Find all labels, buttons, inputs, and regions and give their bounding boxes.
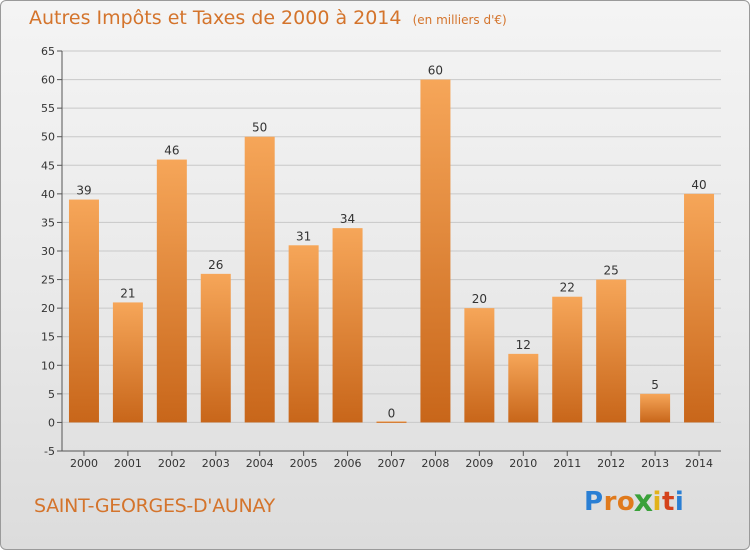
data-label: 60 — [428, 64, 443, 78]
y-tick-label: 30 — [41, 245, 55, 258]
logo-letter: o — [616, 487, 636, 517]
y-tick-label: 0 — [48, 416, 55, 429]
y-tick-label: 55 — [41, 102, 55, 115]
data-label: 46 — [164, 144, 179, 158]
data-labels: 39 21 46 26 50 31 34 0 60 20 12 22 25 5 40 — [76, 64, 706, 421]
y-tick-label: 50 — [41, 131, 55, 144]
x-tick-label: 2001 — [114, 457, 142, 470]
bar — [684, 193, 715, 423]
bar — [376, 421, 407, 423]
chart-unit: (en milliers d'€) — [412, 13, 507, 27]
x-tick-label: 2013 — [641, 457, 669, 470]
bar — [156, 159, 187, 423]
data-label: 21 — [120, 286, 135, 300]
bar — [244, 136, 275, 423]
logo-letter: r — [603, 487, 617, 517]
chart-header: Autres Impôts et Taxes de 2000 à 2014 (e… — [29, 7, 507, 29]
y-tick-label: 60 — [41, 74, 55, 87]
y-tick-label: 15 — [41, 331, 55, 344]
bar — [420, 79, 451, 423]
x-tick-label: 2008 — [421, 457, 449, 470]
bar — [288, 245, 319, 423]
bar — [464, 308, 495, 423]
y-tick-label: 65 — [41, 45, 55, 58]
data-label: 40 — [691, 178, 706, 192]
x-tick-label: 2003 — [202, 457, 230, 470]
y-tick-label: 20 — [41, 302, 55, 315]
bar — [596, 279, 627, 423]
data-label: 12 — [516, 338, 531, 352]
data-label: 0 — [388, 406, 396, 420]
x-tick-label: 2012 — [597, 457, 625, 470]
data-label: 34 — [340, 212, 355, 226]
data-label: 5 — [651, 378, 659, 392]
y-tick-label: -5 — [44, 445, 55, 458]
data-label: 39 — [76, 184, 91, 198]
x-tick-label: 2005 — [290, 457, 318, 470]
chart-title: Autres Impôts et Taxes de 2000 à 2014 — [29, 7, 402, 29]
logo-letter: P — [584, 487, 604, 517]
logo-letter: x — [633, 484, 654, 520]
data-label: 26 — [208, 258, 223, 272]
x-tick-label: 2010 — [509, 457, 537, 470]
data-label: 22 — [560, 281, 575, 295]
x-tick-label: 2006 — [334, 457, 362, 470]
x-tick-label: 2007 — [378, 457, 406, 470]
bar — [640, 393, 671, 423]
logo-letter: t — [661, 487, 675, 517]
place-name: SAINT-GEORGES-D'AUNAY — [34, 495, 275, 517]
bar — [200, 273, 231, 423]
bar — [552, 296, 583, 423]
logo-letter: i — [674, 487, 685, 517]
x-tick-label: 2009 — [465, 457, 493, 470]
y-tick-label: 35 — [41, 216, 55, 229]
y-tick-label: 25 — [41, 274, 55, 287]
y-tick-label: 5 — [48, 388, 55, 401]
y-tick-label: 45 — [41, 159, 55, 172]
bar — [112, 302, 143, 423]
logo-letter: i — [652, 487, 662, 517]
bar — [508, 353, 539, 423]
data-label: 20 — [472, 292, 487, 306]
y-tick-label: 10 — [41, 359, 55, 372]
data-label: 25 — [604, 264, 619, 278]
x-tick-label: 2004 — [246, 457, 274, 470]
data-label: 50 — [252, 121, 267, 135]
x-tick-label: 2011 — [553, 457, 581, 470]
proxiti-logo[interactable]: Proxiti — [584, 484, 685, 520]
x-tick-label: 2014 — [685, 457, 713, 470]
x-tick-label: 2000 — [70, 457, 98, 470]
bar — [332, 228, 363, 423]
x-tick-label: 2002 — [158, 457, 186, 470]
data-label: 31 — [296, 229, 311, 243]
y-tick-label: 40 — [41, 188, 55, 201]
bar — [68, 199, 99, 423]
bars — [68, 79, 715, 423]
